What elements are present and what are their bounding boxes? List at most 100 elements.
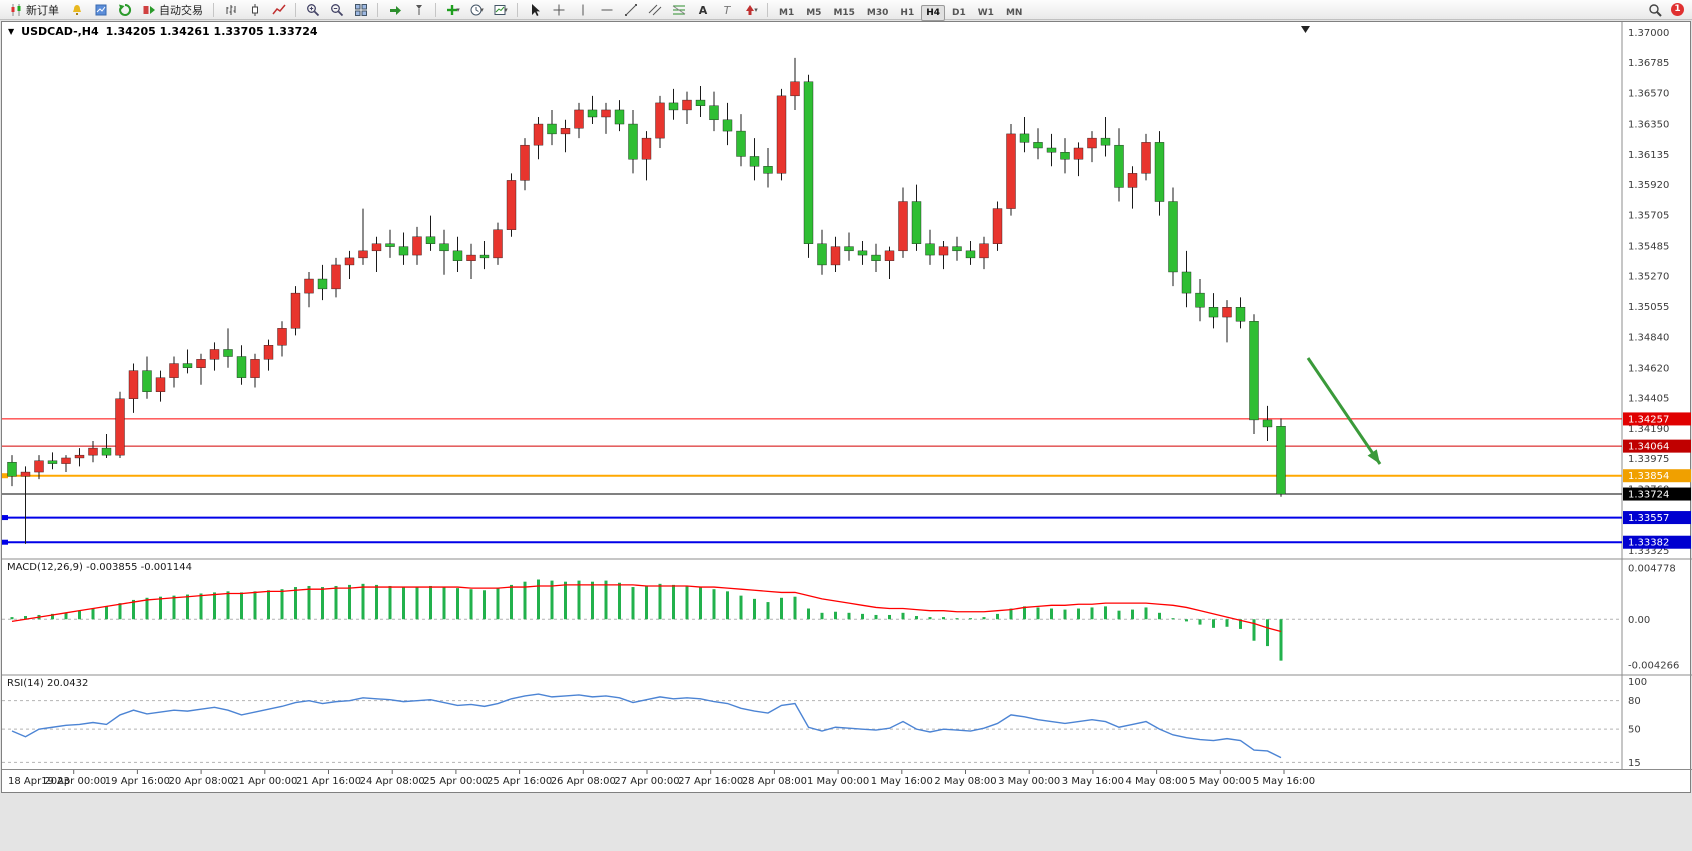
tile-windows-button[interactable] bbox=[349, 0, 372, 20]
crosshair-button[interactable] bbox=[547, 0, 570, 20]
tile-windows-icon bbox=[354, 3, 368, 17]
svg-text:5 May 00:00: 5 May 00:00 bbox=[1189, 776, 1251, 787]
collapse-triangle-icon[interactable]: ▼ bbox=[8, 27, 15, 36]
new-order-button[interactable]: 新订单 bbox=[4, 1, 64, 19]
svg-text:19 Apr 16:00: 19 Apr 16:00 bbox=[105, 776, 170, 787]
periods-button[interactable]: ▾ bbox=[465, 0, 488, 20]
zoom-in-icon bbox=[306, 3, 320, 17]
ohlc-values: 1.34205 1.34261 1.33705 1.33724 bbox=[105, 25, 318, 38]
svg-text:27 Apr 16:00: 27 Apr 16:00 bbox=[678, 776, 743, 787]
arrow-object-icon bbox=[743, 3, 757, 17]
chart-window: ▼ USDCAD-,H4 1.34205 1.34261 1.33705 1.3… bbox=[1, 21, 1692, 794]
fibonacci-icon bbox=[672, 3, 686, 17]
autotrading-button[interactable]: 自动交易 bbox=[137, 1, 208, 19]
rsi-line bbox=[11, 693, 1282, 759]
svg-text:21 Apr 16:00: 21 Apr 16:00 bbox=[296, 776, 361, 787]
text-icon: A bbox=[696, 3, 710, 17]
horizontal-level-lines bbox=[2, 418, 1622, 545]
symbol-period: USDCAD-,H4 bbox=[21, 25, 99, 38]
svg-text:1 May 16:00: 1 May 16:00 bbox=[871, 776, 933, 787]
main-toolbar: 新订单 自动交易 ▾ ▾ ▾ A T ▾ M1 M5 M15 M30 H1 H4 D1 W1 M… bbox=[0, 0, 1692, 21]
svg-text:1 May 00:00: 1 May 00:00 bbox=[807, 776, 869, 787]
zoom-out-icon bbox=[330, 3, 344, 17]
timeframe-button-m1[interactable]: M1 bbox=[779, 8, 795, 18]
timeframe-button-m30[interactable]: M30 bbox=[866, 8, 889, 18]
timeframe-button-h4[interactable]: H4 bbox=[921, 5, 945, 21]
line-chart-icon bbox=[271, 3, 286, 17]
svg-text:5 May 16:00: 5 May 16:00 bbox=[1253, 776, 1315, 787]
horizontal-line-button[interactable] bbox=[595, 0, 618, 20]
chart-canvas[interactable]: 1.37000 1.36785 1.36570 1.36350 1.36135 1.359… bbox=[2, 22, 1692, 794]
timeframe-button-d1[interactable]: D1 bbox=[952, 8, 966, 18]
chevron-down-icon: ▾ bbox=[504, 5, 508, 14]
channel-button[interactable] bbox=[643, 0, 666, 20]
rsi-axis-ticks: 100 80 50 15 bbox=[1628, 677, 1647, 769]
svg-text:1.35055: 1.35055 bbox=[1628, 302, 1669, 313]
chart-shift-icon bbox=[412, 3, 426, 17]
macd-axis-ticks: 0.004778 0.00 -0.004266 bbox=[1628, 563, 1679, 671]
line-chart-button[interactable] bbox=[267, 0, 290, 20]
svg-text:1.33557: 1.33557 bbox=[1628, 513, 1669, 524]
rsi-indicator-label: RSI(14) 20.0432 bbox=[7, 678, 89, 689]
svg-text:1.35920: 1.35920 bbox=[1628, 180, 1669, 191]
bar-chart-button[interactable] bbox=[219, 0, 242, 20]
svg-text:0.00: 0.00 bbox=[1628, 615, 1650, 626]
price-level-labels: 1.34257 1.34064 1.33854 1.33724 1.33557 1.333… bbox=[1623, 412, 1691, 549]
svg-text:T: T bbox=[723, 4, 731, 17]
market-watch-button[interactable] bbox=[89, 0, 112, 20]
svg-text:15: 15 bbox=[1628, 758, 1641, 769]
svg-text:1.36570: 1.36570 bbox=[1628, 89, 1669, 100]
timeframe-button-mn[interactable]: MN bbox=[1005, 8, 1023, 18]
text-label-icon: T bbox=[720, 3, 734, 17]
alerts-button[interactable] bbox=[65, 0, 88, 20]
new-order-label: 新订单 bbox=[26, 4, 59, 17]
bar-chart-icon bbox=[224, 3, 238, 17]
timeframe-button-h1[interactable]: H1 bbox=[900, 8, 915, 18]
chart-title: ▼ USDCAD-,H4 1.34205 1.34261 1.33705 1.3… bbox=[8, 25, 318, 38]
refresh-button[interactable] bbox=[113, 0, 136, 20]
svg-text:1.35705: 1.35705 bbox=[1628, 210, 1669, 221]
candlestick-chart-button[interactable] bbox=[243, 0, 266, 20]
fibonacci-button[interactable] bbox=[667, 0, 690, 20]
template-chart-icon bbox=[493, 3, 507, 17]
trend-arrow-annotation[interactable] bbox=[1306, 357, 1382, 465]
chevron-down-icon: ▾ bbox=[754, 5, 758, 14]
toolbar-separator bbox=[517, 2, 518, 17]
zoom-out-button[interactable] bbox=[325, 0, 348, 20]
new-order-icon bbox=[9, 3, 23, 17]
templates-button[interactable]: ▾ bbox=[489, 0, 512, 20]
timeframe-button-w1[interactable]: W1 bbox=[977, 8, 994, 18]
svg-text:-0.004266: -0.004266 bbox=[1628, 661, 1679, 672]
toolbar-separator bbox=[213, 2, 214, 17]
svg-text:1.34257: 1.34257 bbox=[1628, 414, 1669, 425]
timeframe-button-m15[interactable]: M15 bbox=[833, 8, 855, 18]
equidistant-channel-icon bbox=[648, 3, 662, 17]
market-watch-icon bbox=[94, 3, 108, 17]
svg-text:1.34620: 1.34620 bbox=[1628, 363, 1669, 374]
notification-badge[interactable]: 1 bbox=[1671, 3, 1684, 16]
horizontal-line-icon bbox=[600, 3, 614, 17]
trendline-button[interactable] bbox=[619, 0, 642, 20]
auto-scroll-button[interactable] bbox=[383, 0, 406, 20]
candles bbox=[7, 57, 1286, 544]
timeframe-button-m5[interactable]: M5 bbox=[806, 8, 822, 18]
vertical-line-icon bbox=[576, 3, 590, 17]
zoom-in-button[interactable] bbox=[301, 0, 324, 20]
macd-histogram bbox=[10, 579, 1283, 661]
indicators-button[interactable]: ▾ bbox=[441, 0, 464, 20]
search-button[interactable] bbox=[1643, 0, 1666, 20]
svg-text:1.35270: 1.35270 bbox=[1628, 272, 1669, 283]
window-bottom-area bbox=[0, 794, 1692, 851]
cursor-button[interactable] bbox=[523, 0, 546, 20]
svg-text:24 Apr 08:00: 24 Apr 08:00 bbox=[360, 776, 425, 787]
svg-text:100: 100 bbox=[1628, 677, 1647, 688]
vertical-line-button[interactable] bbox=[571, 0, 594, 20]
arrows-button[interactable]: ▾ bbox=[739, 0, 762, 20]
svg-text:28 Apr 08:00: 28 Apr 08:00 bbox=[742, 776, 807, 787]
text-label-button[interactable]: T bbox=[715, 0, 738, 20]
chart-shift-button[interactable] bbox=[407, 0, 430, 20]
svg-text:25 Apr 16:00: 25 Apr 16:00 bbox=[487, 776, 552, 787]
text-button[interactable]: A bbox=[691, 0, 714, 20]
autotrading-icon bbox=[142, 3, 156, 17]
svg-text:1.33975: 1.33975 bbox=[1628, 454, 1669, 465]
